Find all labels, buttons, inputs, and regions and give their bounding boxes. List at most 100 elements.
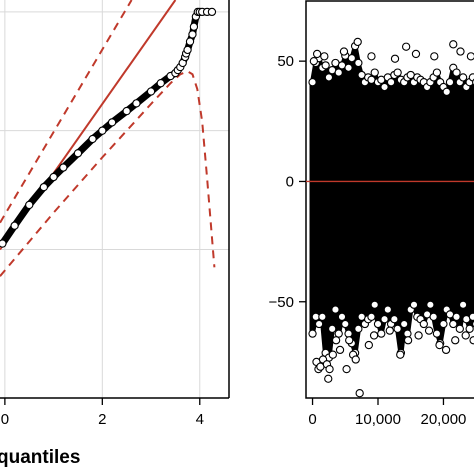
residual-plot-panel: 50 0 −50 0 10,000 20,000: [269, 0, 474, 428]
residual-outlier: [401, 42, 411, 51]
residual-outlier: [328, 350, 337, 359]
residual-y-tick-label: 0: [286, 173, 294, 190]
residual-outlier: [309, 57, 319, 66]
residual-outlier: [456, 47, 465, 56]
residual-point: [344, 63, 353, 72]
residual-point: [380, 315, 389, 324]
residual-outlier: [466, 52, 474, 61]
residual-point: [373, 319, 383, 329]
residual-y-tick-label: 50: [277, 53, 294, 70]
residual-point: [465, 324, 474, 333]
residual-point: [419, 319, 428, 329]
residual-outlier: [320, 52, 329, 61]
qq-point: [59, 163, 68, 172]
residual-point: [354, 324, 363, 333]
residual-outlier: [385, 326, 394, 335]
residual-point: [458, 300, 468, 309]
residual-point: [429, 312, 438, 321]
residual-point: [426, 300, 435, 309]
residual-point: [442, 87, 451, 96]
residual-outlier: [390, 54, 400, 63]
residual-point: [377, 329, 386, 338]
residual-outlier: [355, 389, 364, 398]
qq-x-tick-label: 4: [196, 411, 204, 428]
residual-x-tick-label: 20,000: [421, 411, 467, 428]
residual-outlier: [441, 345, 451, 355]
residual-point: [328, 324, 337, 333]
residual-point: [347, 54, 356, 63]
residual-outlier: [435, 340, 444, 350]
residual-point: [452, 312, 461, 321]
residual-points: [308, 37, 474, 398]
residual-point: [314, 319, 324, 329]
residual-outlier: [369, 331, 379, 340]
residual-point: [370, 68, 379, 77]
qq-point: [107, 118, 117, 127]
residual-x-tick-label: 0: [308, 411, 316, 428]
qq-plot-panel: 0 2 4 quantiles: [0, 0, 230, 468]
residual-outlier: [461, 331, 470, 340]
residual-point: [386, 78, 396, 87]
residual-point: [400, 319, 409, 329]
residual-point: [439, 319, 448, 329]
residual-point: [390, 315, 399, 324]
residual-point: [370, 300, 379, 309]
residual-outlier: [414, 331, 423, 340]
qq-point: [156, 79, 165, 88]
residual-point: [458, 73, 468, 82]
residual-point: [409, 300, 419, 309]
residual-outlier: [351, 355, 360, 364]
qq-point: [10, 221, 19, 230]
residual-point: [383, 305, 392, 314]
residual-point: [341, 319, 350, 329]
residual-outlier: [345, 336, 354, 345]
qq-x-tick-label: 2: [98, 411, 106, 428]
qq-point: [207, 7, 217, 17]
residual-point: [432, 329, 442, 338]
residual-point: [334, 68, 343, 77]
residual-outlier: [335, 345, 345, 355]
qq-point: [98, 126, 107, 135]
residual-outlier: [403, 336, 413, 345]
qq-points-dense: [0, 8, 216, 248]
residual-outlier: [331, 336, 341, 345]
residual-outlier: [449, 40, 458, 49]
qq-x-axis-title: quantiles: [0, 447, 80, 468]
qq-point: [183, 45, 192, 55]
residual-point: [393, 324, 402, 333]
residual-outlier: [353, 37, 362, 47]
residual-outlier: [451, 336, 460, 345]
qq-x-tick-label: 0: [1, 411, 9, 428]
residual-outlier: [469, 336, 474, 345]
residual-outlier: [324, 374, 333, 383]
residual-point: [380, 82, 389, 92]
residual-point: [455, 324, 464, 333]
qq-point: [0, 239, 7, 248]
qq-lower-band: [0, 70, 216, 277]
qq-point: [188, 30, 197, 39]
residual-x-tick-label: 10,000: [355, 411, 401, 428]
residual-plot-frame: [305, 0, 474, 399]
residual-outlier: [367, 52, 376, 61]
qq-points: [0, 7, 217, 248]
qq-point: [185, 37, 195, 46]
residual-point: [393, 68, 402, 77]
qq-x-axis: 0 2 4: [1, 398, 204, 428]
residual-outlier: [342, 364, 351, 374]
qq-upper-band: [0, 0, 133, 224]
residual-point: [308, 78, 317, 87]
residual-outlier: [312, 49, 322, 59]
residual-point: [432, 68, 442, 77]
residual-y-tick-label: −50: [269, 294, 294, 311]
residual-point: [354, 58, 363, 68]
residual-point: [308, 329, 317, 338]
qq-point: [25, 200, 34, 210]
residual-point: [321, 61, 330, 70]
residual-point: [318, 312, 327, 321]
residual-outlier: [339, 47, 349, 56]
residual-point: [445, 78, 455, 87]
qq-reference-lines: [0, 0, 216, 277]
residual-point: [367, 312, 376, 321]
residual-point: [344, 329, 353, 338]
